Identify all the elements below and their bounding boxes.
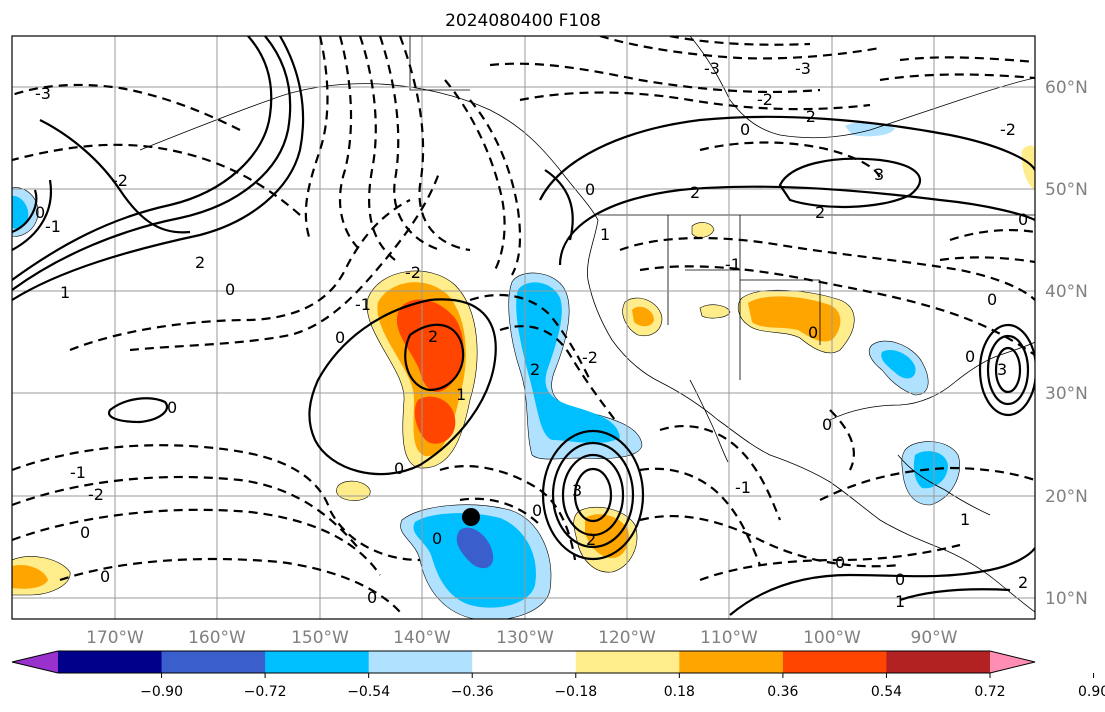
contour-label: 0: [100, 567, 110, 586]
contour-label: -3: [35, 84, 51, 103]
contour-label: 0: [394, 459, 404, 478]
contour-label: 0: [895, 570, 905, 589]
contour-label: -1: [735, 478, 751, 497]
lat-label: 30°N: [1045, 384, 1088, 404]
colorbar-tick-label: −0.90: [140, 684, 183, 700]
colorbar-segment: [265, 651, 370, 673]
colorbar-segment: [472, 651, 577, 673]
colorbar-segment: [58, 651, 163, 673]
lon-label: 120°W: [598, 628, 656, 648]
contour-label: 0: [965, 347, 975, 366]
colorbar-tick-label: −0.54: [347, 684, 390, 700]
contour-label: -2: [800, 107, 816, 126]
lat-label: 50°N: [1045, 180, 1088, 200]
contour-label: 0: [225, 280, 235, 299]
lon-label: 140°W: [393, 628, 451, 648]
contour-label: 0: [367, 588, 377, 607]
contour-label: -1: [355, 295, 371, 314]
map-area: -3 2 1 0 -2 0 -1 -2 -1 0 2 1 0 0 -1 -2 0…: [12, 36, 1035, 619]
contour-label: 1: [600, 225, 610, 244]
colorbar: [11, 650, 1036, 674]
lon-label: 90°W: [911, 628, 958, 648]
contour-label: 2: [530, 360, 540, 379]
contour-label: 3: [572, 481, 582, 500]
contour-labels: -3 2 1 0 -2 0 -1 -2 -1 0 2 1 0 0 -1 -2 0…: [35, 59, 1028, 611]
contour-label: 2: [428, 327, 438, 346]
contour-label: 2: [1018, 573, 1028, 592]
contour-label: 3: [997, 360, 1007, 379]
contour-label: -1: [45, 217, 61, 236]
colorbar-tick-label: −0.18: [554, 684, 597, 700]
lat-label: 40°N: [1045, 282, 1088, 302]
colorbar-ticks: −0.90 −0.72 −0.54 −0.36 −0.18 0.18 0.36 0.54 0.7…: [140, 673, 1105, 700]
colorbar-tick-label: −0.36: [451, 684, 494, 700]
contour-label: 0: [987, 290, 997, 309]
lon-label: 150°W: [291, 628, 349, 648]
lat-label: 20°N: [1045, 487, 1088, 507]
contour-label: 0: [808, 323, 818, 342]
lat-label: 10°N: [1045, 589, 1088, 609]
contour-label: -2: [1000, 120, 1016, 139]
colorbar-tick-label: 0.90: [1078, 684, 1105, 700]
contour-label: 2: [690, 183, 700, 202]
latitude-labels: 60°N 50°N 40°N 30°N 20°N 10°N: [1045, 78, 1088, 609]
contour-label: -3: [795, 59, 811, 78]
contour-label: -2: [757, 90, 773, 109]
lon-label: 110°W: [700, 628, 758, 648]
contour-label: 0: [532, 501, 542, 520]
colorbar-extend-max: [990, 651, 1035, 673]
contour-label: 2: [815, 203, 825, 222]
contour-label: 0: [822, 415, 832, 434]
contour-label: 0: [35, 203, 45, 222]
contour-label: 2: [586, 530, 596, 549]
contour-label: 1: [895, 592, 905, 611]
contour-label: -2: [582, 348, 598, 367]
contour-label: 0: [740, 120, 750, 139]
lon-label: 130°W: [496, 628, 554, 648]
contour-label: -2: [112, 171, 128, 190]
lon-label: 160°W: [188, 628, 246, 648]
colorbar-tick-label: 0.18: [664, 684, 695, 700]
contour-label: -2: [405, 263, 421, 282]
colorbar-tick-label: 0.36: [767, 684, 798, 700]
colorbar-segment: [679, 651, 784, 673]
contour-label: 1: [456, 385, 466, 404]
contour-label: 0: [167, 398, 177, 417]
contour-label: -3: [704, 59, 720, 78]
solid-contours: [12, 36, 1035, 616]
contour-label: 0: [80, 523, 90, 542]
contour-label: 0: [335, 328, 345, 347]
map-title: 2024080400 F108: [445, 11, 601, 31]
contour-label: -2: [88, 485, 104, 504]
colorbar-segment: [368, 651, 473, 673]
lon-label: 170°W: [86, 628, 144, 648]
colorbar-tick-label: 0.72: [974, 684, 1005, 700]
longitude-labels: 170°W 160°W 150°W 140°W 130°W 120°W 110°…: [86, 628, 958, 648]
colorbar-tick-label: 0.54: [871, 684, 902, 700]
contour-label: 2: [195, 253, 205, 272]
contour-label: -1: [70, 463, 86, 482]
lon-label: 100°W: [803, 628, 861, 648]
colorbar-extend-min: [12, 651, 58, 673]
contour-label: 0: [835, 553, 845, 572]
dashed-contours: [12, 36, 1035, 613]
contour-label: 1: [960, 510, 970, 529]
lat-label: 60°N: [1045, 78, 1088, 98]
storm-center-marker: [462, 508, 480, 526]
colorbar-segment: [161, 651, 266, 673]
colorbar-tick-label: −0.72: [244, 684, 287, 700]
contour-label: -1: [725, 255, 741, 274]
colorbar-outline: [11, 650, 1036, 674]
contour-label: 0: [585, 180, 595, 199]
contour-label: 1: [60, 283, 70, 302]
colorbar-segment: [886, 651, 991, 673]
map-frame: [11, 35, 1036, 620]
colorbar-segment: [782, 651, 887, 673]
contour-label: 0: [432, 529, 442, 548]
colorbar-segment: [575, 651, 680, 673]
contour-label: 3: [874, 165, 884, 184]
contour-label: 0: [1018, 210, 1028, 229]
